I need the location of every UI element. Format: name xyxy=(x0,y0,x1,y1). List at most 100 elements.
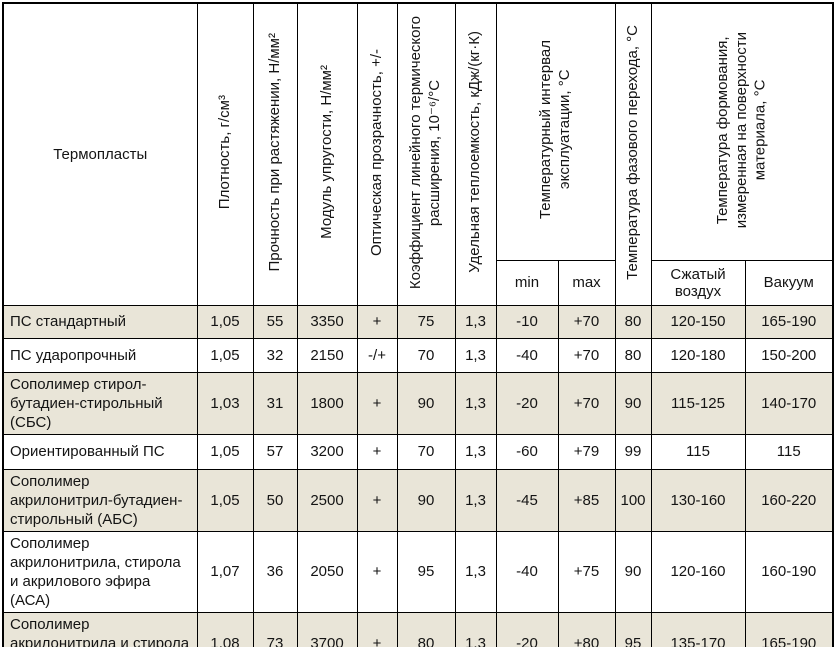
service-min-cell: -60 xyxy=(495,433,559,470)
service-min-cell: -45 xyxy=(495,468,559,532)
col-header-phase-transition-temperature: Температура фазового перехода, °С xyxy=(614,2,652,306)
density-cell: 1,05 xyxy=(196,337,254,373)
material-name-cell: Сополимер акрилонитрил-бутадиен- стироль… xyxy=(2,468,198,532)
material-name-cell: Сополимер акрилонитрила, стирола и акрил… xyxy=(2,530,198,613)
col-header-optical-transparency: Оптическая прозрачность, +/- xyxy=(356,2,398,306)
service-max-cell: +75 xyxy=(557,530,616,613)
transparency-cell: -/+ xyxy=(356,337,398,373)
table-row: Сополимер стирол- бутадиен-стирольный (С… xyxy=(2,371,834,435)
service-max-cell: +85 xyxy=(557,468,616,532)
compressed-air-cell: 115 xyxy=(650,433,746,470)
vacuum-cell: 165-190 xyxy=(744,611,834,647)
col-header-service-temperature-interval: Температурный интервал эксплуатации, °С xyxy=(495,2,616,261)
expansion-cell: 95 xyxy=(396,530,456,613)
col-header-tensile-strength: Прочность при растяжении, Н/мм² xyxy=(252,2,298,306)
expansion-cell: 80 xyxy=(396,611,456,647)
service-max-cell: +79 xyxy=(557,433,616,470)
vacuum-cell: 140-170 xyxy=(744,371,834,435)
table-row: ПС стандартный 1,05 55 3350 + 75 1,3 -10… xyxy=(2,304,834,339)
modulus-cell: 2150 xyxy=(296,337,358,373)
expansion-cell: 75 xyxy=(396,304,456,339)
transparency-cell: + xyxy=(356,433,398,470)
heat-capacity-cell: 1,3 xyxy=(454,611,497,647)
service-max-cell: +70 xyxy=(557,337,616,373)
service-min-cell: -40 xyxy=(495,530,559,613)
col-header-materials-label: Термопласты xyxy=(53,145,148,163)
tensile-cell: 32 xyxy=(252,337,298,373)
modulus-cell: 3350 xyxy=(296,304,358,339)
header-row-main: Термопласты Плотность, г/см³ Прочность п… xyxy=(2,2,834,306)
material-name-cell: ПС ударопрочный xyxy=(2,337,198,373)
table-row: ПС ударопрочный 1,05 32 2150 -/+ 70 1,3 … xyxy=(2,337,834,373)
phase-transition-cell: 100 xyxy=(614,468,652,532)
col-header-density-label: Плотность, г/см³ xyxy=(215,95,233,210)
heat-capacity-cell: 1,3 xyxy=(454,468,497,532)
phase-transition-cell: 99 xyxy=(614,433,652,470)
service-min-cell: -20 xyxy=(495,371,559,435)
phase-transition-cell: 95 xyxy=(614,611,652,647)
tensile-cell: 55 xyxy=(252,304,298,339)
service-min-cell: -40 xyxy=(495,337,559,373)
service-max-cell: +80 xyxy=(557,611,616,647)
modulus-cell: 3700 xyxy=(296,611,358,647)
compressed-air-cell: 115-125 xyxy=(650,371,746,435)
phase-transition-cell: 90 xyxy=(614,530,652,613)
col-header-forming-temperature: Температура формования, измеренная на по… xyxy=(650,2,834,261)
col-header-forming-temperature-label: Температура формования, измеренная на по… xyxy=(713,31,769,228)
transparency-cell: + xyxy=(356,304,398,339)
compressed-air-cell: 135-170 xyxy=(650,611,746,647)
density-cell: 1,08 xyxy=(196,611,254,647)
vacuum-cell: 160-220 xyxy=(744,468,834,532)
compressed-air-cell: 120-150 xyxy=(650,304,746,339)
table-row: Сополимер акрилонитрила, стирола и акрил… xyxy=(2,530,834,613)
vacuum-cell: 115 xyxy=(744,433,834,470)
transparency-cell: + xyxy=(356,530,398,613)
phase-transition-cell: 80 xyxy=(614,304,652,339)
compressed-air-cell: 130-160 xyxy=(650,468,746,532)
col-header-tensile-strength-label: Прочность при растяжении, Н/мм² xyxy=(265,33,283,272)
vacuum-cell: 160-190 xyxy=(744,530,834,613)
material-name-cell: ПС стандартный xyxy=(2,304,198,339)
col-header-thermal-expansion-label: Коэффициент линейного термического расши… xyxy=(407,15,443,289)
tensile-cell: 73 xyxy=(252,611,298,647)
heat-capacity-cell: 1,3 xyxy=(454,433,497,470)
heat-capacity-cell: 1,3 xyxy=(454,304,497,339)
header-row-sub: min max Сжатый воздух Вакуум xyxy=(3,259,834,306)
expansion-cell: 70 xyxy=(396,433,456,470)
material-name-cell: Сополимер акрилонитрила и стирола (САН) xyxy=(2,611,198,647)
material-name-cell: Ориентированный ПС xyxy=(2,433,198,470)
expansion-cell: 70 xyxy=(396,337,456,373)
tensile-cell: 31 xyxy=(252,371,298,435)
density-cell: 1,05 xyxy=(196,304,254,339)
table-row: Сополимер акрилонитрил-бутадиен- стироль… xyxy=(2,468,834,532)
tensile-cell: 36 xyxy=(252,530,298,613)
material-name-cell: Сополимер стирол- бутадиен-стирольный (С… xyxy=(2,371,198,435)
vacuum-cell: 150-200 xyxy=(744,337,834,373)
heat-capacity-cell: 1,3 xyxy=(454,371,497,435)
col-header-optical-transparency-label: Оптическая прозрачность, +/- xyxy=(367,48,385,256)
phase-transition-cell: 80 xyxy=(614,337,652,373)
expansion-cell: 90 xyxy=(396,468,456,532)
compressed-air-cell: 120-180 xyxy=(650,337,746,373)
modulus-cell: 2050 xyxy=(296,530,358,613)
col-header-thermal-expansion: Коэффициент линейного термического расши… xyxy=(396,2,456,306)
subheader-compressed-air: Сжатый воздух xyxy=(650,259,746,306)
phase-transition-cell: 90 xyxy=(614,371,652,435)
modulus-cell: 3200 xyxy=(296,433,358,470)
tensile-cell: 50 xyxy=(252,468,298,532)
service-max-cell: +70 xyxy=(557,371,616,435)
subheader-min: min xyxy=(495,259,559,306)
service-min-cell: -10 xyxy=(495,304,559,339)
table-row: Сополимер акрилонитрила и стирола (САН) … xyxy=(2,611,834,647)
table-row: Ориентированный ПС 1,05 57 3200 + 70 1,3… xyxy=(2,433,834,470)
transparency-cell: + xyxy=(356,468,398,532)
tensile-cell: 57 xyxy=(252,433,298,470)
density-cell: 1,05 xyxy=(196,433,254,470)
col-header-service-temperature-interval-label: Температурный интервал эксплуатации, °С xyxy=(536,40,573,220)
service-min-cell: -20 xyxy=(495,611,559,647)
density-cell: 1,07 xyxy=(196,530,254,613)
subheader-max: max xyxy=(557,259,616,306)
modulus-cell: 1800 xyxy=(296,371,358,435)
col-header-materials: Термопласты xyxy=(2,2,198,306)
